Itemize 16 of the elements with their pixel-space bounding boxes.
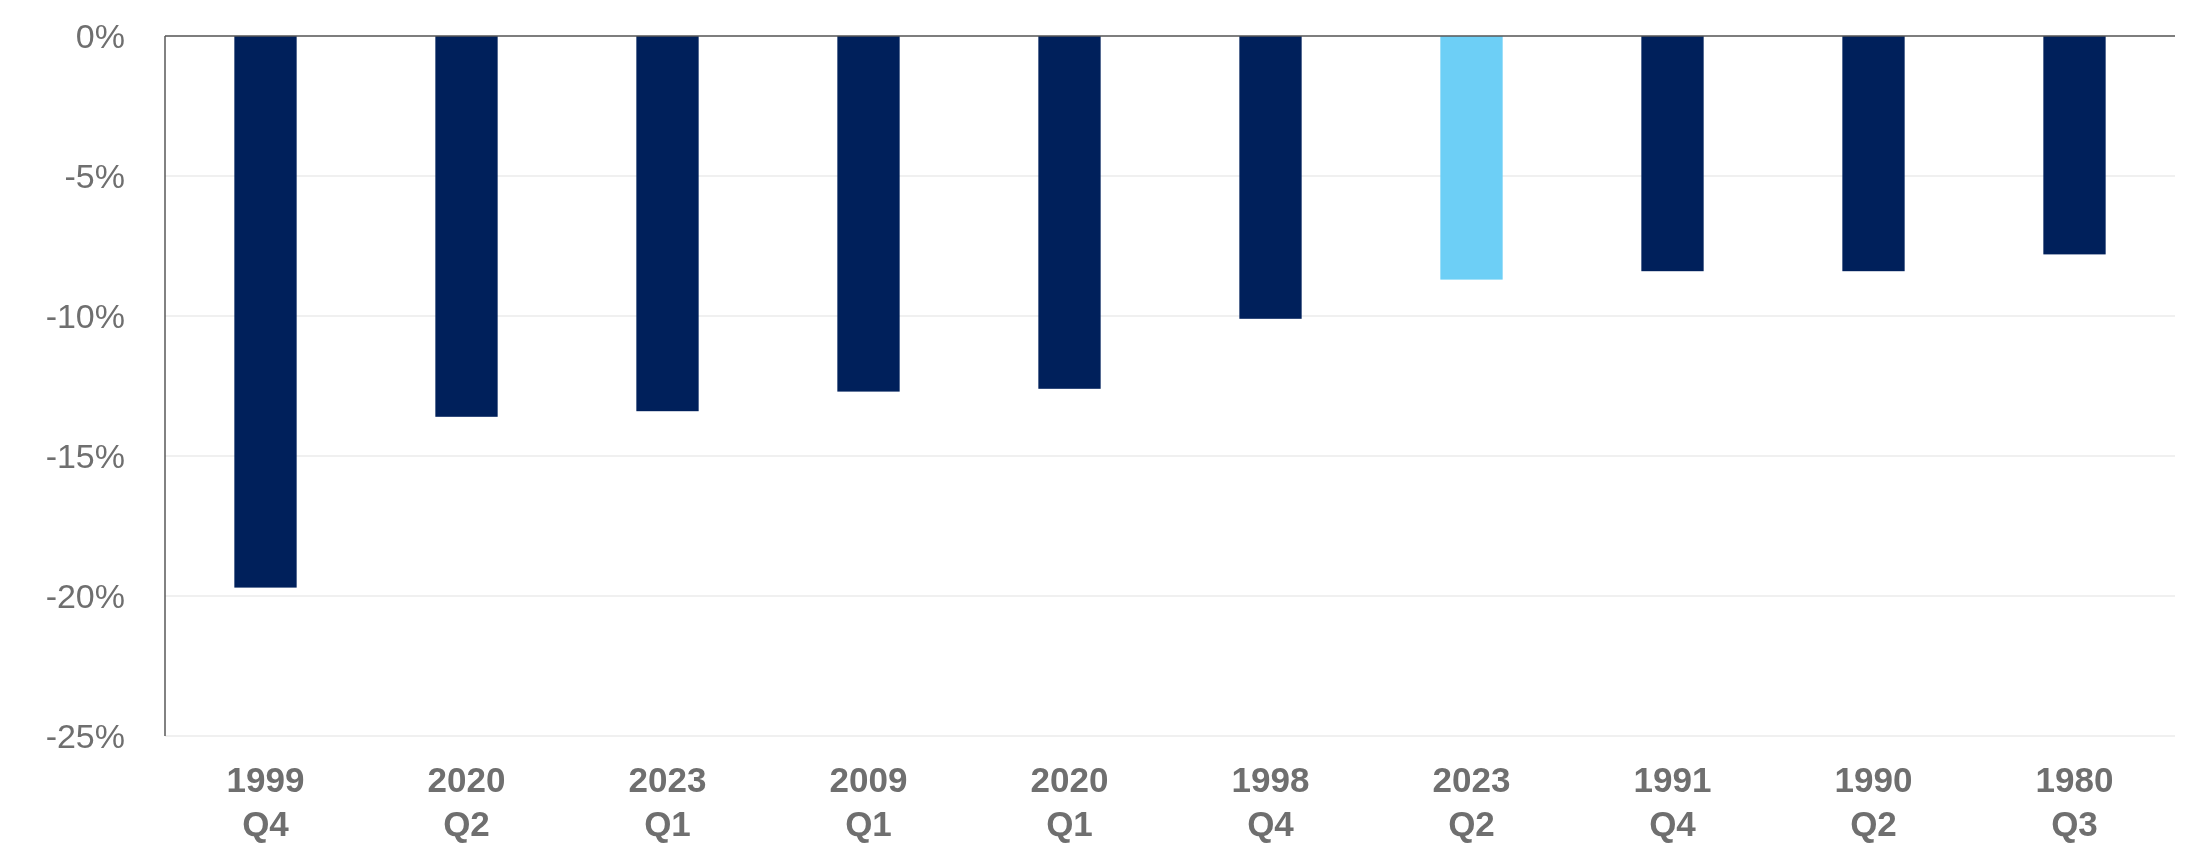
- x-tick-label: 2020 Q1: [1030, 760, 1109, 843]
- x-tick-label: 1980 Q3: [2035, 760, 2114, 843]
- y-tick-label: -10%: [45, 296, 125, 335]
- x-tick-label: 1999 Q4: [226, 760, 305, 843]
- x-tick-label: 2023 Q1: [628, 760, 707, 843]
- y-tick-label: -15%: [45, 436, 125, 475]
- y-tick-label: -5%: [64, 156, 125, 195]
- x-tick-label: 1998 Q4: [1231, 760, 1310, 843]
- y-tick-label: -25%: [45, 716, 125, 755]
- y-tick-label: -20%: [45, 576, 125, 615]
- x-tick-label: 2023 Q2: [1432, 760, 1511, 843]
- x-tick-label: 1991 Q4: [1633, 760, 1712, 843]
- x-tick-label: 2020 Q2: [427, 760, 506, 843]
- x-tick-label: 2009 Q1: [829, 760, 908, 843]
- x-tick-label: 1990 Q2: [1834, 760, 1913, 843]
- y-tick-label: 0%: [75, 16, 125, 55]
